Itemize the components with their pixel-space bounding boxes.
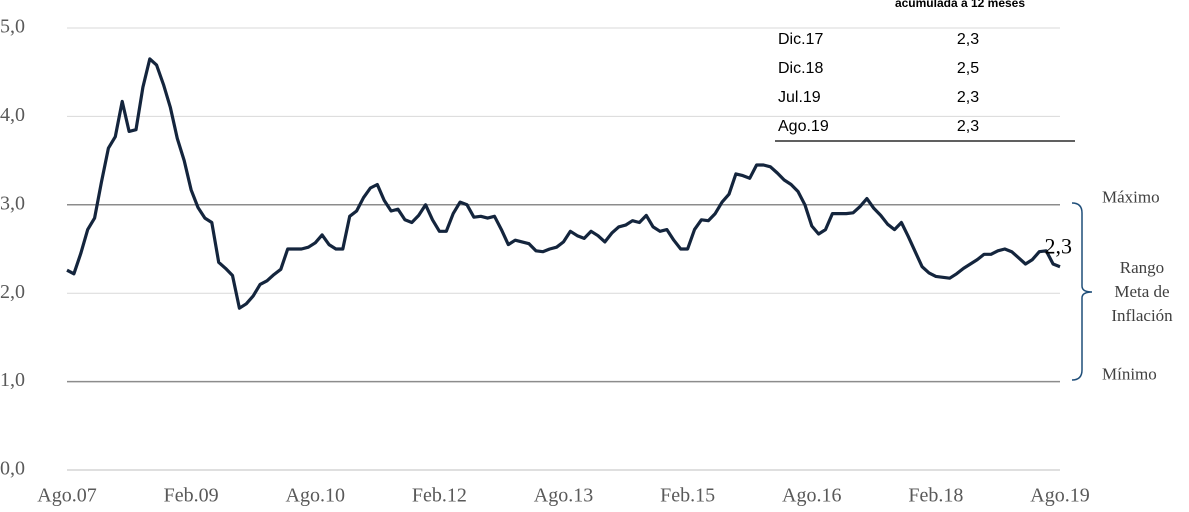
annotation: Mínimo (1102, 365, 1157, 384)
table-cell: 2,5 (957, 60, 979, 77)
y-tick-label: 5,0 (0, 16, 25, 38)
table-header: acumulada a 12 meses (895, 0, 1025, 10)
table-cell: Jul.19 (778, 89, 821, 106)
y-tick-label: 3,0 (0, 192, 25, 214)
y-tick-label: 0,0 (0, 458, 25, 480)
y-tick-label: 2,0 (0, 281, 25, 303)
table-cell: 2,3 (957, 89, 979, 106)
x-tick-label: Feb.09 (164, 485, 219, 507)
x-tick-label: Feb.18 (908, 485, 963, 507)
x-tick-label: Ago.07 (37, 485, 96, 507)
annotation: Rango (1120, 258, 1164, 277)
annotation: Meta de (1114, 282, 1169, 301)
y-tick-label: 4,0 (0, 104, 25, 126)
table-cell: 2,3 (957, 31, 979, 48)
x-tick-label: Ago.13 (534, 485, 593, 507)
y-tick-label: 1,0 (0, 369, 25, 391)
x-tick-label: Feb.15 (660, 485, 715, 507)
table-cell: Ago.19 (778, 118, 829, 135)
x-tick-label: Ago.10 (286, 485, 345, 507)
series-line (66, 57, 1061, 310)
x-tick-label: Feb.12 (412, 485, 467, 507)
table-cell: 2,3 (957, 118, 979, 135)
x-tick-label: Ago.19 (1030, 485, 1089, 507)
range-bracket (1071, 202, 1093, 381)
x-tick-label: Ago.16 (782, 485, 841, 507)
annotation: Máximo (1102, 188, 1160, 207)
annotation: Inflación (1111, 306, 1173, 325)
table-cell: Dic.18 (778, 60, 823, 77)
table-cell: Dic.17 (778, 31, 823, 48)
end-label: 2,3 (1045, 234, 1073, 259)
